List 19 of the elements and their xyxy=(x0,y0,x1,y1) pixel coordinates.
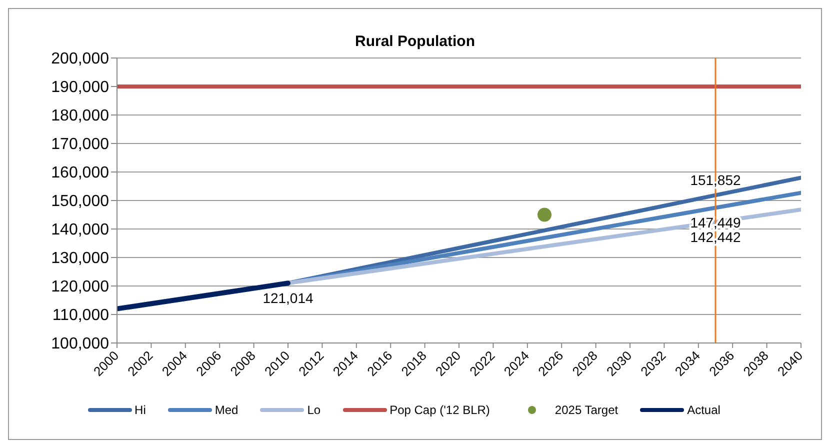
y-tick-label: 170,000 xyxy=(51,136,110,154)
legend-label: 2025 Target xyxy=(554,403,618,417)
y-tick-label: 150,000 xyxy=(51,193,110,210)
y-tick-label: 120,000 xyxy=(51,278,110,296)
data-label: 121,014 xyxy=(262,290,314,306)
y-tick-label: 180,000 xyxy=(51,108,110,125)
y-tick-label: 110,000 xyxy=(52,307,110,324)
legend-label: Hi xyxy=(134,403,146,417)
legend-label: Lo xyxy=(307,403,321,417)
legend-label: Pop Cap ('12 BLR) xyxy=(390,403,490,417)
y-tick-label: 190,000 xyxy=(51,79,110,96)
y-tick-label: 200,000 xyxy=(51,50,110,68)
y-tick-label: 160,000 xyxy=(51,164,110,182)
legend-label: Actual xyxy=(687,403,720,417)
y-tick-label: 140,000 xyxy=(51,222,110,239)
y-tick-label: 100,000 xyxy=(51,336,110,353)
y-tick-label: 130,000 xyxy=(51,250,110,268)
chart-title: Rural Population xyxy=(354,33,476,50)
legend-label: Med xyxy=(214,403,238,417)
